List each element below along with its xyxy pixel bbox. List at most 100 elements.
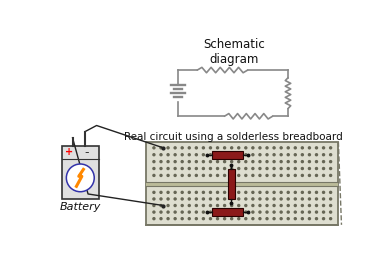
Circle shape [273, 205, 275, 206]
Circle shape [160, 198, 162, 200]
Circle shape [294, 154, 296, 156]
Circle shape [259, 168, 261, 170]
Circle shape [223, 174, 226, 176]
Circle shape [195, 154, 197, 156]
Circle shape [167, 161, 169, 163]
Circle shape [188, 211, 190, 213]
Circle shape [245, 174, 247, 176]
Circle shape [195, 174, 197, 176]
Circle shape [181, 198, 183, 200]
Circle shape [330, 174, 332, 176]
Circle shape [195, 205, 197, 206]
Circle shape [195, 198, 197, 200]
Circle shape [195, 218, 197, 220]
Circle shape [322, 147, 325, 149]
Circle shape [294, 191, 296, 193]
Circle shape [153, 205, 155, 206]
Circle shape [245, 198, 247, 200]
Circle shape [181, 191, 183, 193]
Circle shape [245, 147, 247, 149]
Circle shape [294, 174, 296, 176]
Circle shape [238, 205, 240, 206]
Circle shape [301, 205, 303, 206]
Circle shape [209, 218, 212, 220]
Text: Schematic
diagram: Schematic diagram [203, 38, 265, 66]
Circle shape [316, 147, 317, 149]
Circle shape [153, 218, 155, 220]
Circle shape [259, 147, 261, 149]
Circle shape [301, 147, 303, 149]
Circle shape [231, 191, 233, 193]
Circle shape [195, 191, 197, 193]
Circle shape [245, 205, 247, 206]
Circle shape [266, 161, 268, 163]
Circle shape [280, 191, 282, 193]
Circle shape [209, 191, 212, 193]
Bar [212, 151, 243, 159]
Circle shape [252, 147, 254, 149]
Circle shape [217, 161, 219, 163]
Circle shape [231, 198, 233, 200]
Circle shape [245, 154, 247, 156]
Circle shape [174, 154, 176, 156]
Circle shape [217, 205, 219, 206]
Circle shape [301, 154, 303, 156]
Circle shape [273, 174, 275, 176]
Circle shape [195, 161, 197, 163]
Circle shape [316, 218, 317, 220]
Circle shape [153, 154, 155, 156]
Circle shape [266, 191, 268, 193]
Circle shape [273, 198, 275, 200]
Circle shape [153, 168, 155, 170]
Text: Battery: Battery [60, 203, 101, 213]
Circle shape [202, 205, 204, 206]
Circle shape [188, 205, 190, 206]
Circle shape [287, 174, 289, 176]
Text: Real circuit using a solderless breadboard: Real circuit using a solderless breadboa… [125, 132, 343, 142]
Circle shape [160, 147, 162, 149]
Circle shape [188, 191, 190, 193]
Circle shape [160, 161, 162, 163]
Circle shape [252, 218, 254, 220]
Circle shape [167, 218, 169, 220]
Circle shape [266, 154, 268, 156]
Circle shape [252, 191, 254, 193]
Circle shape [252, 161, 254, 163]
Circle shape [308, 191, 311, 193]
Circle shape [301, 198, 303, 200]
Circle shape [280, 154, 282, 156]
Circle shape [294, 198, 296, 200]
Text: +: + [65, 148, 73, 158]
Circle shape [259, 205, 261, 206]
Circle shape [181, 161, 183, 163]
Circle shape [259, 198, 261, 200]
Circle shape [308, 147, 311, 149]
Circle shape [217, 198, 219, 200]
Circle shape [202, 161, 204, 163]
Circle shape [294, 161, 296, 163]
Circle shape [259, 211, 261, 213]
Circle shape [301, 161, 303, 163]
Circle shape [287, 147, 289, 149]
Circle shape [245, 191, 247, 193]
Circle shape [167, 191, 169, 193]
Circle shape [188, 147, 190, 149]
Circle shape [252, 154, 254, 156]
Circle shape [316, 191, 317, 193]
Circle shape [202, 218, 204, 220]
Circle shape [209, 168, 212, 170]
Circle shape [153, 198, 155, 200]
Circle shape [231, 205, 233, 206]
Circle shape [301, 168, 303, 170]
Circle shape [167, 205, 169, 206]
Circle shape [308, 168, 311, 170]
Circle shape [280, 168, 282, 170]
Circle shape [301, 191, 303, 193]
Circle shape [160, 191, 162, 193]
Circle shape [308, 198, 311, 200]
Circle shape [174, 218, 176, 220]
Circle shape [153, 174, 155, 176]
Circle shape [238, 191, 240, 193]
Bar [62, 145, 99, 199]
Circle shape [160, 211, 162, 213]
